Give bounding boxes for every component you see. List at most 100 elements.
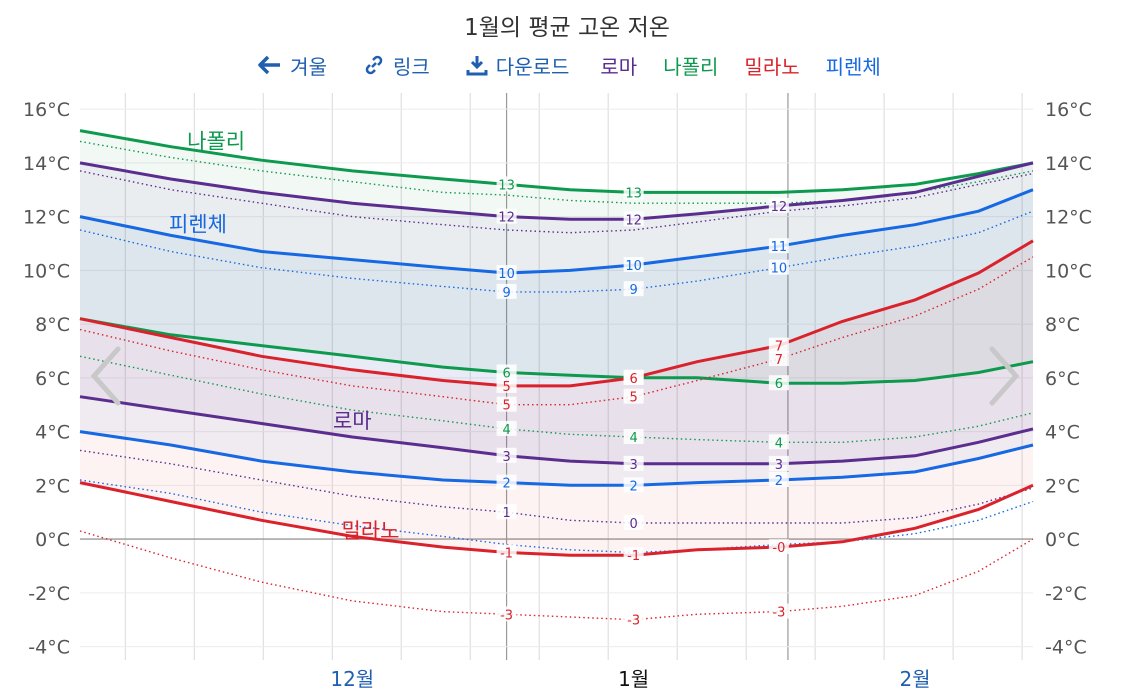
data-label: 2 xyxy=(502,477,510,492)
data-label-bg xyxy=(768,603,789,619)
high-p90-line xyxy=(79,170,1034,234)
y-tick-label-left: 4°C xyxy=(35,422,70,444)
temperature-band xyxy=(80,189,1033,486)
data-label-bg xyxy=(623,428,644,444)
axes: -4°C -4°C -2°C -2°C 0°C 0°C 2°C 2°C 4°C 4°C 6°C 6°C… xyxy=(23,99,1092,691)
data-label-bg xyxy=(623,477,644,493)
data-label-bg xyxy=(623,611,644,627)
data-label: 10 xyxy=(625,259,642,274)
data-label: 4 xyxy=(775,436,783,451)
data-label: 9 xyxy=(502,286,510,301)
data-label-bg xyxy=(623,256,644,272)
data-label: 6 xyxy=(630,372,638,387)
data-label: -3 xyxy=(500,608,513,623)
series-annotation: 밀라노 xyxy=(341,519,399,543)
high-temperature-line xyxy=(79,129,1034,194)
low-temperature-line xyxy=(79,430,1034,487)
high-p90-line xyxy=(79,140,1034,204)
y-tick-label-right: -2°C xyxy=(1045,583,1087,605)
data-label: 10 xyxy=(498,267,515,282)
low-p10-line xyxy=(79,530,1034,621)
data-label: 5 xyxy=(502,399,510,414)
arrow-left-icon xyxy=(258,55,281,75)
y-tick-label-left: -4°C xyxy=(28,637,70,659)
data-label: 0 xyxy=(630,517,638,532)
data-label-bg xyxy=(623,547,644,563)
data-label-bg xyxy=(496,606,517,622)
data-label-bg xyxy=(623,211,644,227)
y-tick-label-right: 14°C xyxy=(1045,153,1092,175)
legend-item-naples[interactable]: 나폴리 xyxy=(663,54,719,79)
data-label: 5 xyxy=(630,391,638,406)
data-label-bg xyxy=(496,420,517,436)
legend-item-florence[interactable]: 피렌체 xyxy=(825,54,881,79)
data-label-bg xyxy=(496,364,517,380)
data-label: -3 xyxy=(772,606,785,621)
y-tick-label-left: 14°C xyxy=(23,153,70,175)
series-annotation: 로마 xyxy=(333,409,372,433)
data-label: -1 xyxy=(500,547,513,562)
y-tick-label-left: 10°C xyxy=(23,260,70,282)
link-icon xyxy=(365,55,383,75)
toolbar: 겨울 링크 다운로드 로마 나폴리 밀라노 피렌체 xyxy=(0,50,1134,80)
data-label: 10 xyxy=(771,262,788,277)
link-button[interactable]: 링크 xyxy=(363,51,430,80)
grid xyxy=(80,93,1033,660)
data-label-bg xyxy=(768,471,789,487)
previous-arrow-icon[interactable] xyxy=(86,345,126,407)
data-label: -3 xyxy=(627,614,640,629)
data-label: -0 xyxy=(772,541,785,556)
data-label-bg xyxy=(496,208,517,224)
bands xyxy=(80,130,1033,556)
legend-item-milan[interactable]: 밀라노 xyxy=(744,54,800,79)
low-p10-line xyxy=(79,449,1034,524)
data-label-bg xyxy=(768,539,789,555)
temperature-band xyxy=(80,162,1033,464)
data-label: 2 xyxy=(630,479,638,494)
y-tick-label-right: 6°C xyxy=(1045,368,1080,390)
data-label-bg xyxy=(768,259,789,275)
data-label: -1 xyxy=(627,549,640,564)
data-label: 3 xyxy=(502,450,510,465)
data-label-bg xyxy=(768,455,789,471)
series-annotation: 나폴리 xyxy=(187,129,245,153)
y-tick-label-left: 6°C xyxy=(35,368,70,390)
data-label-bg xyxy=(768,337,789,353)
y-tick-label-left: 2°C xyxy=(35,475,70,497)
low-p10-line xyxy=(79,479,1034,554)
y-tick-label-right: 10°C xyxy=(1045,260,1092,282)
data-label-bg xyxy=(496,377,517,393)
link-button-label: 링크 xyxy=(392,54,430,79)
data-label-bg xyxy=(496,447,517,463)
data-label-bg xyxy=(768,375,789,391)
high-temperature-line xyxy=(79,188,1034,275)
data-label-bg xyxy=(623,388,644,404)
x-tick-label: 1월 xyxy=(618,667,649,691)
low-temperature-line xyxy=(79,317,1034,385)
data-label-bg xyxy=(496,265,517,281)
low-temperature-line xyxy=(79,395,1034,466)
next-arrow-icon[interactable] xyxy=(984,345,1024,407)
data-label: 1 xyxy=(502,506,510,521)
data-label-bg xyxy=(496,544,517,560)
data-label: 5 xyxy=(502,380,510,395)
high-temperature-line xyxy=(79,239,1034,388)
y-tick-label-right: 2°C xyxy=(1045,475,1080,497)
y-tick-label-left: 8°C xyxy=(35,314,70,336)
data-label-bg xyxy=(623,455,644,471)
y-tick-label-right: -4°C xyxy=(1045,637,1087,659)
data-label-bg xyxy=(768,238,789,254)
data-label: 6 xyxy=(502,366,510,381)
high-temperature-line xyxy=(79,161,1034,221)
back-button[interactable]: 겨울 xyxy=(258,51,327,80)
data-label: 13 xyxy=(498,178,515,193)
y-tick-label-left: 0°C xyxy=(35,529,70,551)
download-button[interactable]: 다운로드 xyxy=(466,51,569,80)
y-tick-label-left: -2°C xyxy=(28,583,70,605)
y-tick-label-right: 0°C xyxy=(1045,529,1080,551)
data-label-bg xyxy=(496,176,517,192)
legend-item-rome[interactable]: 로마 xyxy=(600,54,638,79)
data-label: 11 xyxy=(771,240,788,255)
data-label-bg xyxy=(496,474,517,490)
temperature-band xyxy=(80,130,1033,384)
